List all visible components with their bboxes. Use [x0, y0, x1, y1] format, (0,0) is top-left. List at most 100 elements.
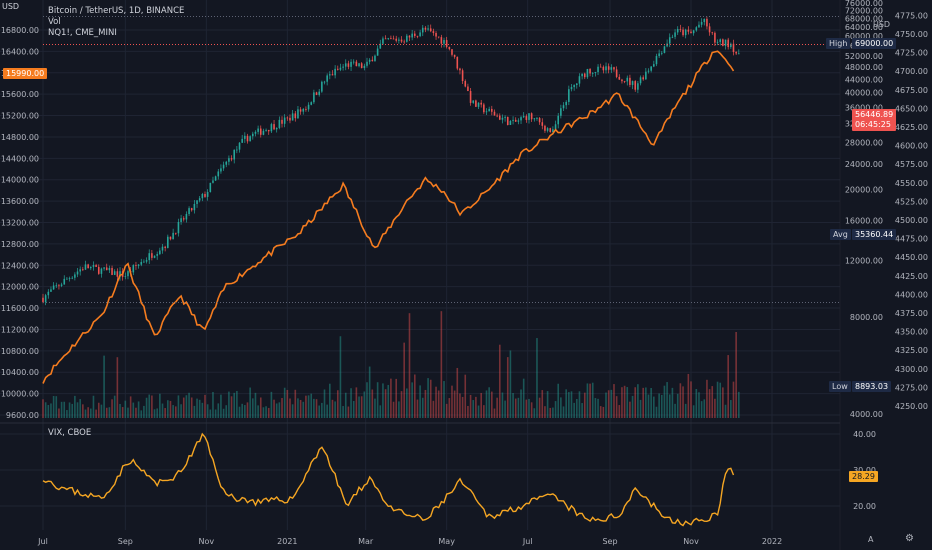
auto-scale-button[interactable]: A — [868, 535, 874, 544]
candle-body — [536, 118, 538, 119]
candle-body — [419, 32, 421, 37]
volume-bar — [347, 406, 350, 418]
candle-body — [326, 75, 328, 82]
volume-bar — [435, 386, 437, 418]
volume-bar — [655, 406, 658, 418]
candle-body — [602, 66, 605, 71]
candle-body — [124, 276, 127, 277]
volume-bar — [589, 383, 591, 418]
volume-bar — [344, 392, 347, 418]
volume-bar — [416, 399, 419, 418]
candle-body — [443, 40, 445, 44]
candle-body — [55, 285, 58, 287]
volume-bar — [172, 405, 174, 418]
volume-bar — [315, 399, 318, 418]
candle-body — [334, 68, 336, 76]
volume-bar — [424, 389, 427, 418]
volume-bar — [493, 408, 496, 418]
candle-body — [281, 119, 283, 124]
volume-bar — [541, 390, 544, 418]
candle-body — [222, 164, 225, 169]
legend-vix[interactable]: VIX, CBOE — [48, 428, 92, 438]
candle-body — [406, 35, 408, 42]
legend-main: Bitcoin / TetherUS, 1D, BINANCE Vol NQ1!… — [48, 6, 184, 39]
candle-body — [570, 87, 573, 90]
gear-icon[interactable]: ⚙ — [905, 533, 914, 544]
x-tick-label: Mar — [358, 537, 374, 546]
candle-body — [663, 46, 666, 53]
volume-bar — [252, 398, 254, 418]
volume-bar — [52, 395, 55, 418]
volume-bar — [374, 398, 376, 418]
volume-bar — [456, 367, 459, 418]
volume-bar — [621, 387, 623, 418]
volume-bar — [273, 399, 275, 418]
vix-tick-label: 30.00 — [853, 466, 876, 475]
volume-bar — [169, 400, 172, 418]
candle-body — [233, 149, 236, 160]
volume-bar — [650, 387, 652, 418]
right-tick-label: 40000.00 — [845, 89, 883, 98]
far-right-tick-label: 4550.00 — [895, 179, 928, 188]
candle-body — [530, 113, 533, 120]
candle-body — [47, 291, 50, 296]
right-tick-label: 20000.00 — [845, 185, 883, 194]
volume-bar — [437, 390, 440, 418]
volume-bar — [706, 379, 708, 418]
volume-bar — [116, 357, 119, 418]
volume-bar — [206, 404, 209, 418]
volume-bar — [161, 403, 164, 418]
volume-bar — [562, 406, 565, 418]
candle-body — [244, 135, 246, 139]
volume-bar — [528, 398, 530, 418]
volume-bar — [679, 383, 682, 418]
volume-bar — [549, 407, 552, 418]
candle-body — [71, 277, 74, 279]
volume-bar — [368, 366, 371, 418]
candle-body — [618, 76, 621, 80]
legend-nq[interactable]: NQ1!, CME_MINI — [48, 28, 117, 38]
volume-bar — [387, 384, 390, 418]
left-tick-label: 14800.00 — [1, 133, 39, 142]
candle-body — [512, 119, 514, 121]
candle-body — [384, 38, 387, 40]
candle-body — [695, 27, 698, 31]
volume-bar — [382, 383, 384, 418]
left-tick-label: 10000.00 — [1, 390, 39, 399]
candle-body — [214, 176, 217, 181]
volume-bar — [522, 378, 525, 418]
candle-body — [522, 116, 525, 118]
far-right-tick-label: 4750.00 — [895, 30, 928, 39]
candle-body — [472, 100, 475, 103]
candle-body — [538, 118, 541, 123]
volume-bar — [342, 406, 344, 418]
volume-bar — [379, 405, 382, 418]
candle-body — [546, 128, 549, 131]
time-axis-ticks: Jul Sep Nov 2021 Mar May Jul Sep Nov 2022 — [37, 537, 782, 546]
candle-body — [631, 81, 634, 85]
candle-body — [212, 180, 214, 183]
legend-vol[interactable]: Vol — [48, 17, 61, 27]
volume-bar — [307, 395, 310, 418]
volume-bar — [68, 402, 71, 418]
candle-body — [653, 64, 655, 67]
volume-bar — [270, 391, 273, 418]
volume-bar — [647, 394, 650, 418]
candle-body — [347, 63, 350, 67]
volume-bar — [573, 402, 575, 418]
candle-body — [621, 79, 623, 82]
legend-btc[interactable]: Bitcoin / TetherUS, 1D, BINANCE — [48, 6, 185, 16]
volume-bar — [305, 395, 307, 418]
candle-body — [363, 65, 366, 69]
currency-label[interactable]: USD — [2, 2, 20, 11]
volume-bar — [74, 395, 76, 418]
left-tick-label: 11200.00 — [1, 325, 39, 334]
candle-body — [329, 74, 331, 76]
candle-body — [469, 91, 472, 103]
candle-body — [169, 236, 172, 240]
candle-body — [674, 32, 676, 37]
volume-bar — [241, 403, 243, 418]
volume-bar — [642, 387, 644, 418]
candle-body — [350, 61, 352, 67]
